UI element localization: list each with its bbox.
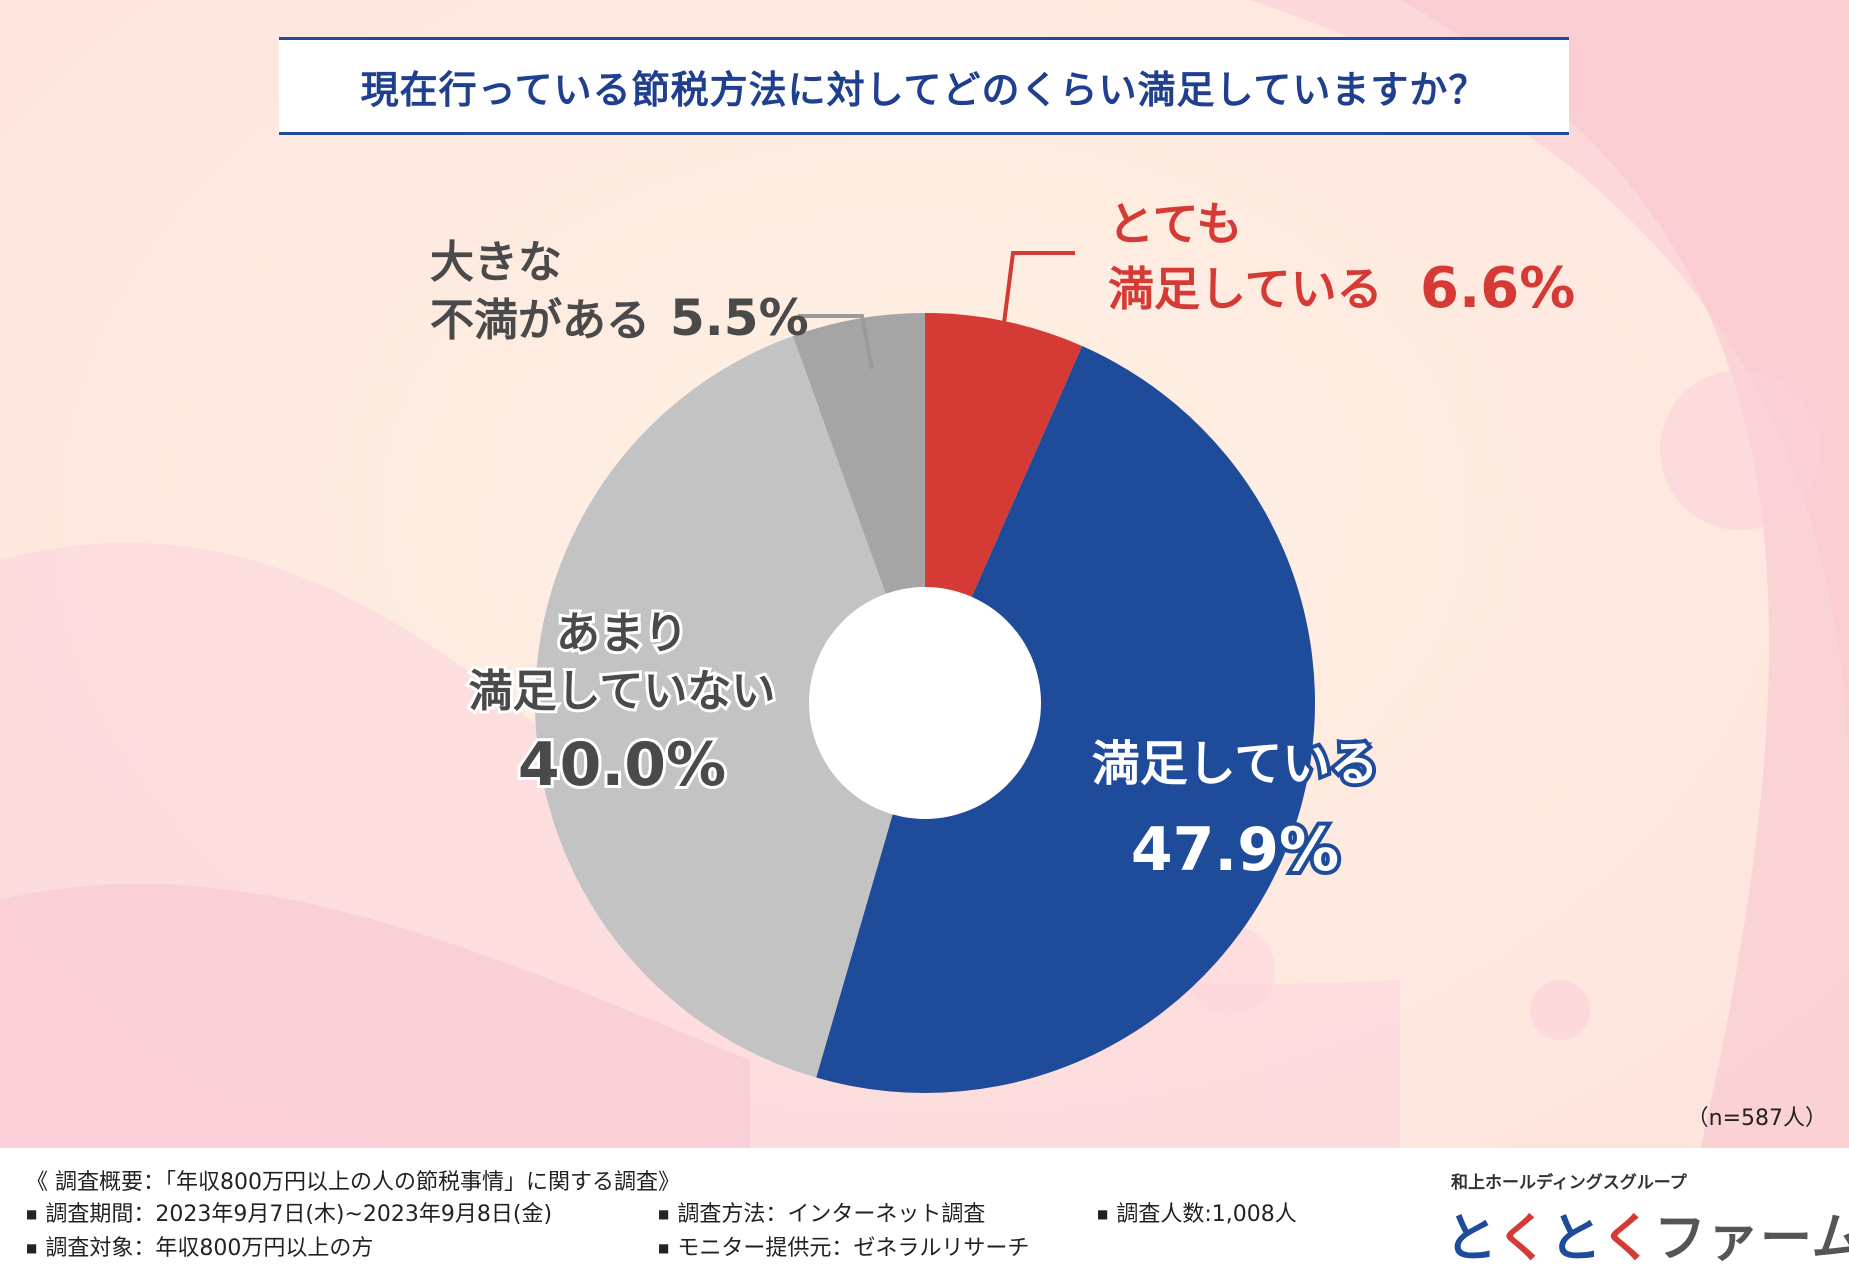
logo-char-to: と bbox=[1445, 1209, 1497, 1269]
survey-footer: 《 調査概要：「年収800万円以上の人の節税事情」に関する調査》 調査期間：20… bbox=[0, 1148, 1849, 1280]
survey-period: 調査期間：2023年9月7日(木)~2023年9月8日(金) bbox=[26, 1196, 552, 1228]
logo-char-ku: く bbox=[1496, 1209, 1550, 1269]
brand-logo: とくとくファーム bbox=[1445, 1196, 1849, 1271]
slice-label-very-dissatisfied-line1: 大きな bbox=[430, 237, 562, 288]
slice-label-very-dissatisfied-line2: 不満がある bbox=[430, 295, 650, 346]
slice-label-very-satisfied-line1: とても bbox=[1108, 197, 1242, 251]
logo-char-ku: く bbox=[1600, 1209, 1654, 1269]
slice-label-satisfied: 満足している bbox=[1092, 736, 1379, 792]
survey-respondents: 調査人数:1,008人 bbox=[1097, 1196, 1296, 1228]
survey-target: 調査対象：年収800万円以上の方 bbox=[26, 1230, 373, 1262]
survey-provider: モニター提供元：ゼネラルリサーチ bbox=[658, 1230, 1029, 1262]
survey-method: 調査方法：インターネット調査 bbox=[658, 1196, 985, 1228]
pie-slice-satisfied bbox=[816, 346, 1316, 1094]
donut-hole bbox=[809, 587, 1041, 819]
leader-line-very-dissatisfied bbox=[798, 314, 874, 370]
sample-size-note: （n=587人） bbox=[1686, 1106, 1827, 1131]
logo-char-to: と bbox=[1549, 1209, 1601, 1269]
survey-heading: 《 調査概要：「年収800万円以上の人の節税事情」に関する調査》 bbox=[26, 1170, 680, 1195]
slice-label-not-very-satisfied-line2: 満足していない bbox=[469, 666, 776, 717]
logo-farm-text: ファーム bbox=[1653, 1209, 1849, 1269]
slice-value-very-dissatisfied: 5.5% bbox=[670, 289, 809, 347]
slice-label-very-satisfied-line2: 満足している bbox=[1108, 262, 1383, 316]
slice-label-not-very-satisfied-line1: あまり bbox=[556, 608, 688, 659]
slice-value-satisfied: 47.9% bbox=[1131, 815, 1339, 885]
chart-title: 現在行っている節税方法に対してどのくらい満足していますか？ bbox=[360, 67, 1488, 112]
pie-slice-not-very-satisfied bbox=[535, 336, 925, 1078]
brand-group-name: 和上ホールディングスグループ bbox=[1451, 1173, 1687, 1193]
chart-title-box: 現在行っている節税方法に対してどのくらい満足していますか？ bbox=[279, 37, 1569, 135]
slice-value-very-satisfied: 6.6% bbox=[1420, 256, 1575, 321]
leader-line-very-satisfied bbox=[1001, 251, 1075, 332]
slice-value-not-very-satisfied: 40.0% bbox=[518, 730, 726, 800]
